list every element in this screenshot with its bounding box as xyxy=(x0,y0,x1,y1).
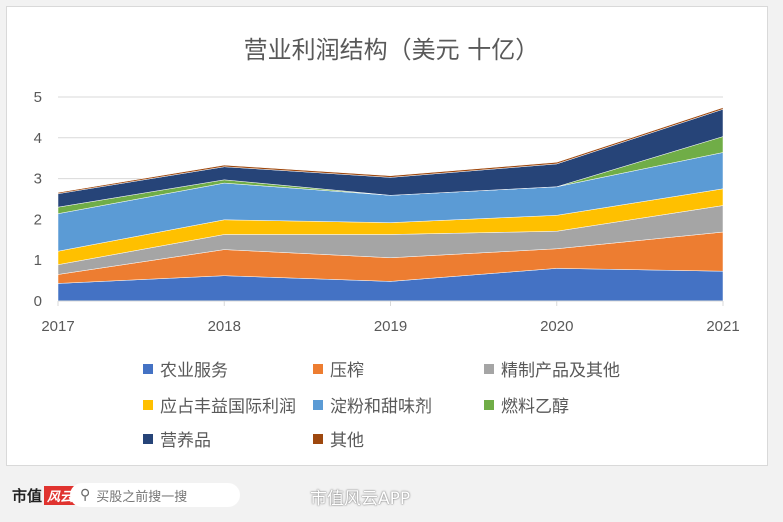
legend-swatch xyxy=(143,399,153,410)
legend-label: 应占丰益国际利润 xyxy=(160,397,296,417)
x-tick-label: 2018 xyxy=(208,318,241,335)
legend-item: 农业服务 xyxy=(143,356,228,381)
legend-label: 农业服务 xyxy=(160,361,228,381)
legend-swatch xyxy=(484,363,494,374)
legend-label: 压榨 xyxy=(330,361,364,381)
weibo-watermark: 市值风云APP xyxy=(310,489,411,509)
legend-label: 燃料乙醇 xyxy=(501,397,569,417)
legend-item: 淀粉和甜味剂 xyxy=(313,392,432,417)
search-placeholder: 买股之前搜一搜 xyxy=(96,489,188,505)
legend-swatch xyxy=(143,433,153,444)
y-tick-label: 3 xyxy=(34,171,42,188)
legend-item: 营养品 xyxy=(143,426,211,451)
y-tick-label: 0 xyxy=(34,293,42,310)
legend-swatch xyxy=(484,399,494,410)
legend-label: 其他 xyxy=(330,431,364,451)
legend-item: 压榨 xyxy=(313,356,364,381)
x-tick-label: 2020 xyxy=(540,318,573,335)
area-series xyxy=(57,107,724,194)
legend-label: 淀粉和甜味剂 xyxy=(330,397,432,417)
brand-logo[interactable]: 市值 风云 xyxy=(12,485,77,506)
logo-text: 市值 xyxy=(12,487,43,505)
search-input[interactable]: ⚲ 买股之前搜一搜 xyxy=(70,483,240,507)
y-tick-label: 5 xyxy=(34,89,42,106)
y-tick-label: 1 xyxy=(34,252,42,269)
chart-title: 营业利润结构（美元 十亿） xyxy=(243,36,540,64)
y-tick-label: 2 xyxy=(34,211,42,228)
legend-label: 精制产品及其他 xyxy=(501,361,620,381)
legend-item: 精制产品及其他 xyxy=(484,356,620,381)
legend-swatch xyxy=(143,363,153,374)
stacked-area-chart: 0 1 2 3 4 5 2017 2018 2019 2020 2021 xyxy=(34,89,740,335)
x-tick-label: 2017 xyxy=(41,318,74,335)
legend-item: 其他 xyxy=(313,426,364,451)
legend-swatch xyxy=(313,433,323,444)
legend-swatch xyxy=(313,399,323,410)
legend-label: 营养品 xyxy=(160,431,211,451)
y-tick-label: 4 xyxy=(34,130,42,147)
legend-item: 燃料乙醇 xyxy=(484,392,569,417)
x-tick-label: 2021 xyxy=(706,318,739,335)
logo-red-text: 风云 xyxy=(44,486,77,505)
x-tick-label: 2019 xyxy=(374,318,407,335)
legend-item: 应占丰益国际利润 xyxy=(143,392,296,417)
footer-bar: 市值 风云 ⚲ 买股之前搜一搜 市值风云APP xyxy=(0,470,783,522)
search-icon: ⚲ xyxy=(80,487,91,503)
legend-swatch xyxy=(313,363,323,374)
